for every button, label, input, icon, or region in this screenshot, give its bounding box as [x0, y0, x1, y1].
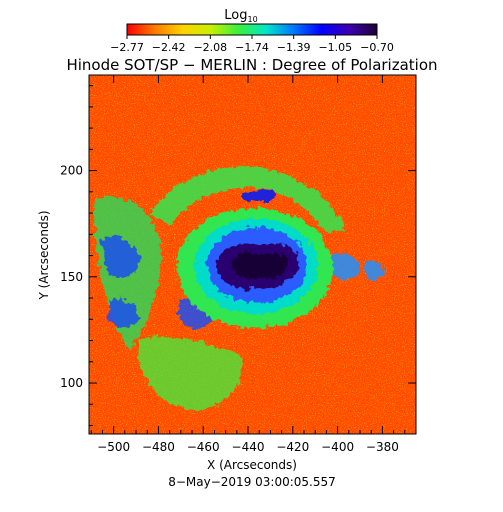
colorbar-tick-label: −1.39 — [277, 41, 311, 54]
x-tick-label: −400 — [321, 440, 354, 454]
y-tick-label: 100 — [60, 376, 83, 390]
sunspot-umbra-core — [230, 252, 288, 279]
plage-patches-east — [330, 253, 384, 280]
colorbar-tick-label: −2.08 — [193, 41, 227, 54]
plage-south — [138, 336, 243, 411]
plage-patches-west — [100, 236, 213, 329]
y-axis: 100 150 200 — [60, 85, 416, 427]
y-axis-label: Y (Arcseconds) — [37, 210, 51, 300]
x-tick-label: −500 — [97, 440, 130, 454]
y-tick-label: 150 — [60, 270, 83, 284]
pore-north — [240, 190, 276, 202]
x-tick-label: −380 — [366, 440, 399, 454]
colorbar-tick-label: −0.70 — [360, 41, 394, 54]
x-tick-label: −460 — [187, 440, 220, 454]
plot-area — [89, 75, 416, 434]
y-tick-label: 200 — [60, 164, 83, 178]
colorbar-label-subscript: 10 — [248, 15, 258, 24]
plage-arc-north — [150, 166, 345, 232]
colorbar-tick-label: −1.05 — [318, 41, 352, 54]
colorbar-tick-label: −1.74 — [235, 41, 269, 54]
date-label: 8−May−2019 03:00:05.557 — [168, 475, 336, 489]
x-tick-label: −420 — [276, 440, 309, 454]
heatmap-structures — [93, 166, 384, 411]
x-tick-label: −480 — [142, 440, 175, 454]
plot-frame — [88, 74, 417, 435]
colorbar-label: Log10 — [224, 8, 257, 24]
colorbar-ticks: −2.77 −2.42 −2.08 −1.74 −1.39 −1.05 −0.70 — [110, 35, 394, 54]
x-axis-label: X (Arcseconds) — [207, 458, 297, 472]
colorbar-tick-label: −2.77 — [110, 41, 144, 54]
colorbar — [126, 23, 378, 36]
x-tick-label: −440 — [232, 440, 265, 454]
chart-title: Hinode SOT/SP − MERLIN : Degree of Polar… — [66, 56, 437, 74]
colorbar-tick-label: −2.42 — [152, 41, 186, 54]
x-axis: −500 −480 −460 −440 −420 −400 −380 — [90, 75, 417, 454]
